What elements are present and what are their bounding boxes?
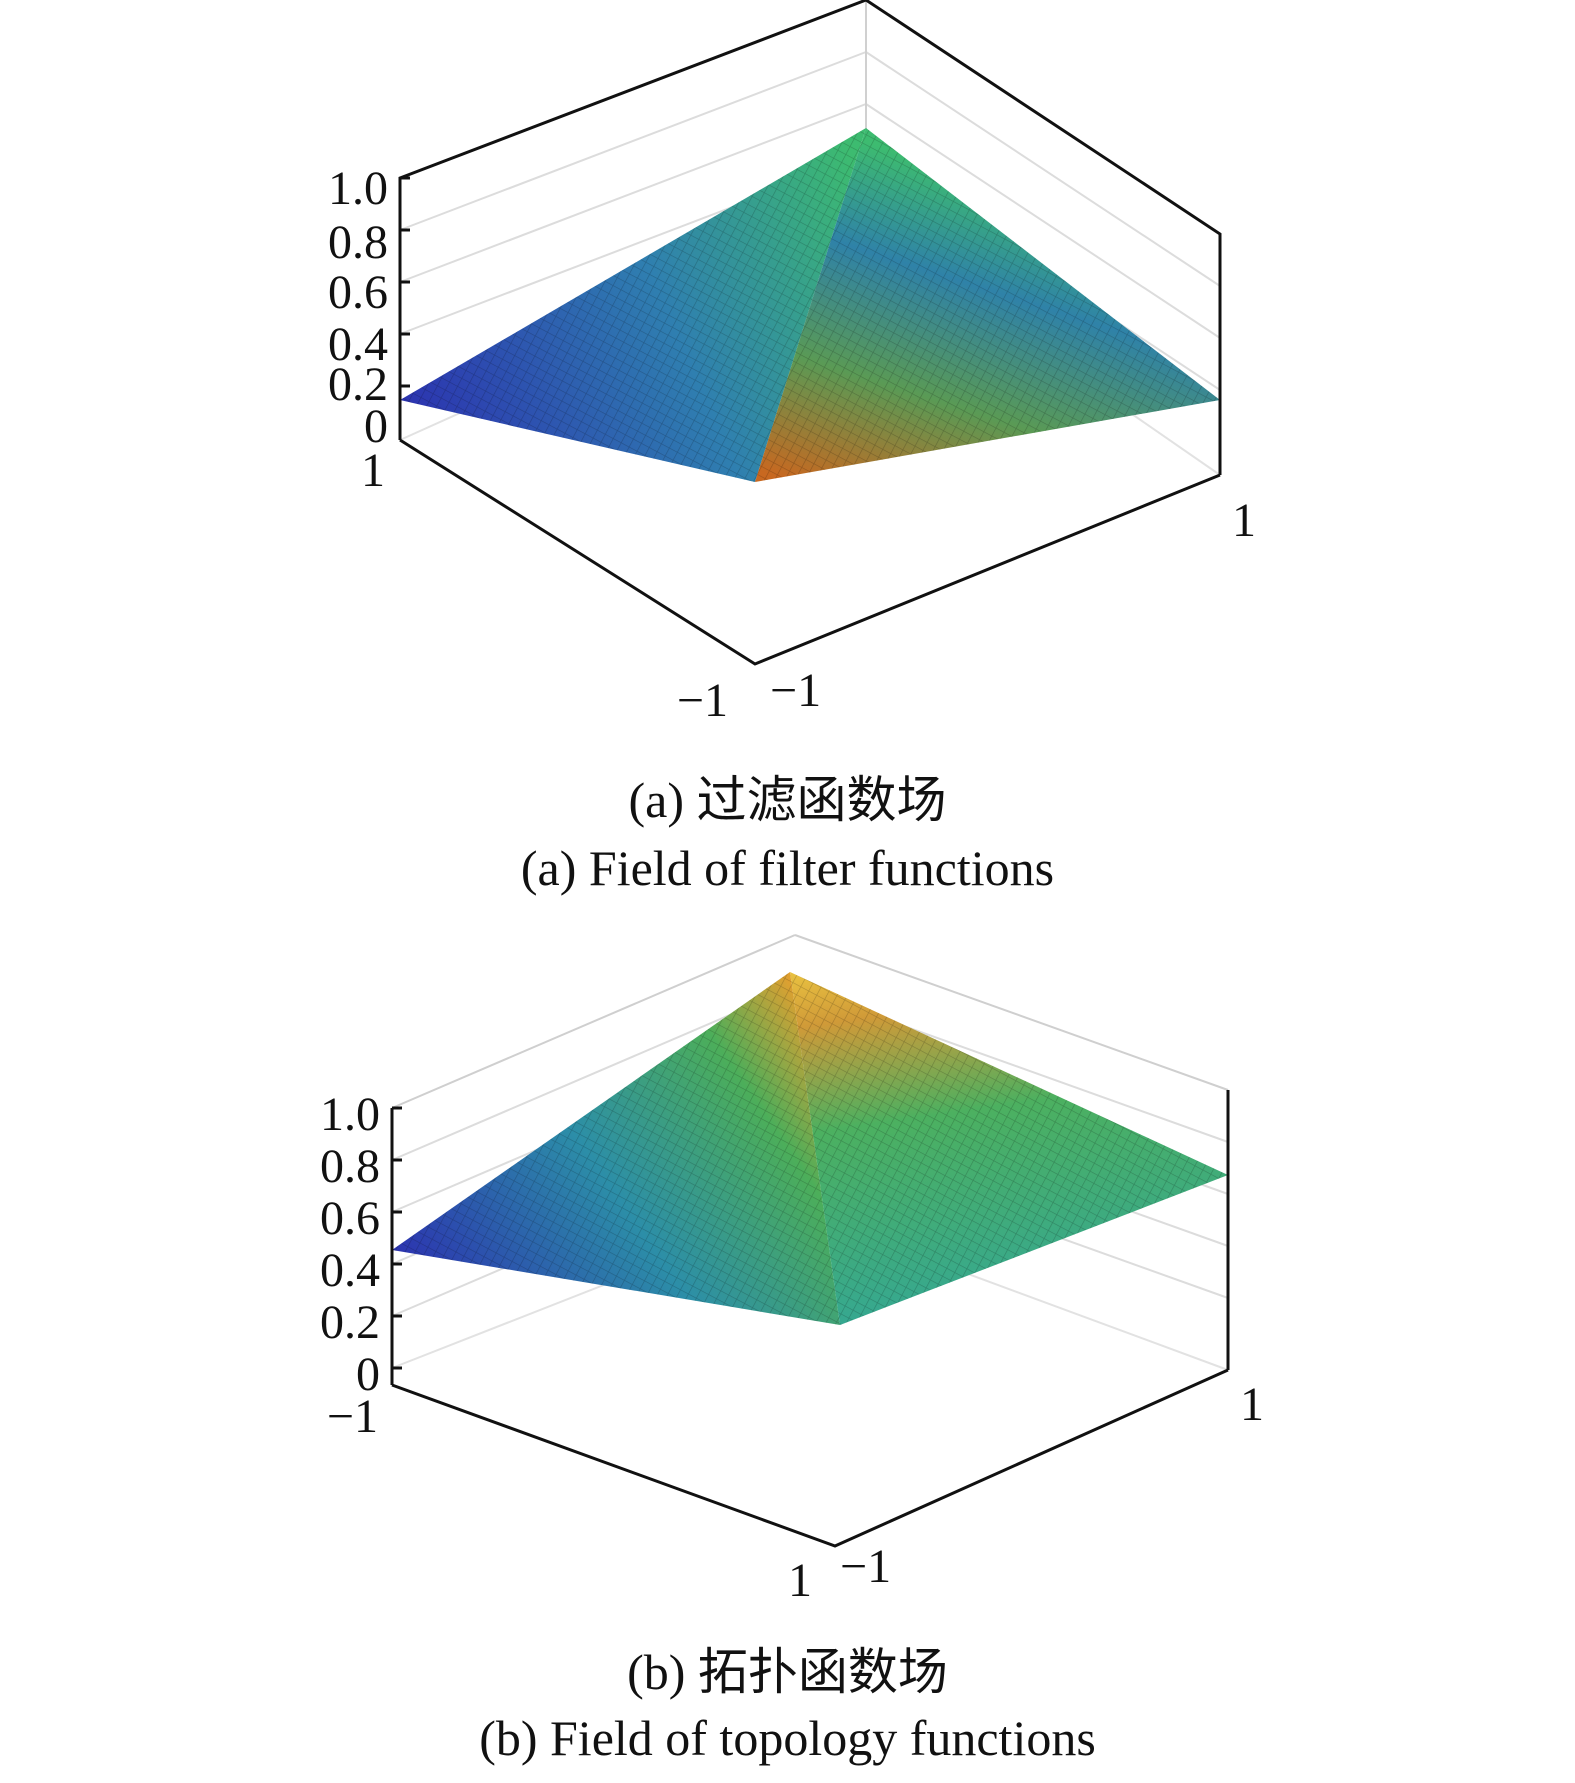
chart-a-filter-functions: 1.0 0.8 0.6 0.4 0.2 0 1 −1 −1 1: [328, 0, 1256, 727]
chart-b-z-tick: 0.2: [320, 1296, 380, 1349]
chart-b-z-tick-labels: 1.0 0.8 0.6 0.4 0.2 0: [320, 1088, 380, 1401]
chart-a-z-tick: 0.2: [328, 358, 388, 411]
chart-b-axes-box: [390, 1090, 1230, 1548]
chart-b-left-end-label: −1: [327, 1390, 378, 1443]
chart-a-caption-en: (a) Field of filter functions: [520, 840, 1055, 896]
chart-b-bottom-right-end-label: −1: [840, 1540, 891, 1593]
chart-b-caption-cn: (b) 拓扑函数场: [627, 1644, 948, 1700]
chart-b-bottom-left-end-label: 1: [788, 1554, 812, 1607]
chart-a-bottom-right-end-label: −1: [770, 664, 821, 717]
chart-b-caption-en: (b) Field of topology functions: [479, 1710, 1096, 1766]
chart-b-topology-functions: 1.0 0.8 0.6 0.4 0.2 0 −1 1 −1 1: [320, 934, 1264, 1607]
chart-a-z-tick-labels: 1.0 0.8 0.6 0.4 0.2 0: [328, 162, 388, 453]
chart-a-left-end-label: 1: [361, 444, 385, 497]
chart-a-surface: [400, 128, 1220, 482]
chart-b-right-end-label: 1: [1240, 1378, 1264, 1431]
chart-b-z-tick: 0.8: [320, 1140, 380, 1193]
chart-a-z-tick: 0.8: [328, 216, 388, 269]
chart-b-z-tick: 0.4: [320, 1244, 380, 1297]
chart-b-z-tick: 0: [356, 1348, 380, 1401]
chart-a-z-tick: 1.0: [328, 162, 388, 215]
chart-a-right-end-label: 1: [1232, 494, 1256, 547]
chart-a-z-tick: 0.4: [328, 318, 388, 371]
chart-b-axis-end-labels: −1 1 −1 1: [327, 1378, 1264, 1607]
chart-b-z-tick: 1.0: [320, 1088, 380, 1141]
chart-a-z-tick: 0: [364, 400, 388, 453]
chart-a-caption-cn: (a) 过滤函数场: [628, 772, 947, 828]
chart-b-z-tick: 0.6: [320, 1192, 380, 1245]
chart-a-axis-end-labels: 1 −1 −1 1: [361, 444, 1256, 727]
chart-b-surface: [392, 972, 1228, 1325]
chart-a-z-tick: 0.6: [328, 266, 388, 319]
chart-a-axes-box: [398, 0, 1222, 666]
chart-a-bottom-left-end-label: −1: [677, 674, 728, 727]
